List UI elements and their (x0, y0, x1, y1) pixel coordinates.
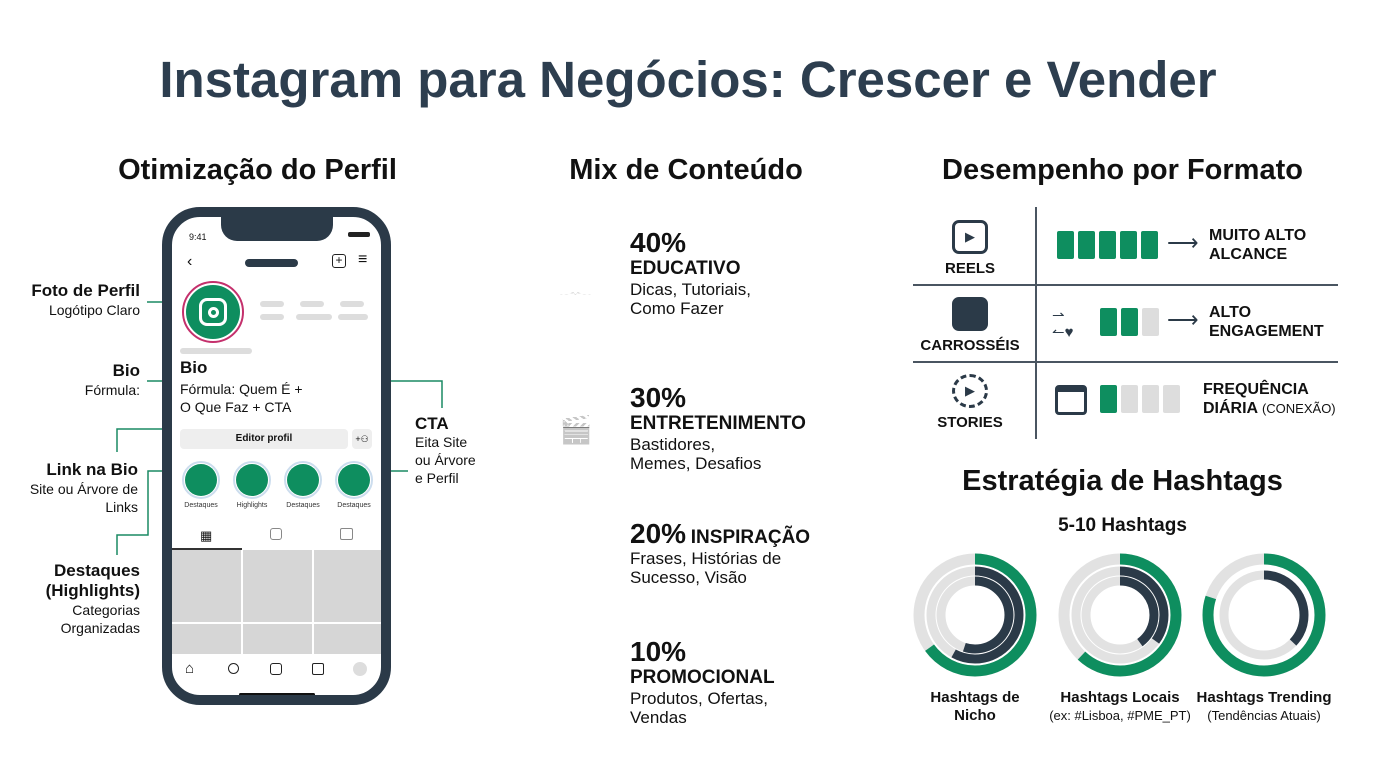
level-bars (1057, 231, 1162, 259)
level-bar (1163, 385, 1180, 413)
ring-arc (1219, 570, 1309, 660)
label-highlights: Destaques (Highlights) Categorias Organiz… (45, 561, 140, 636)
post-thumbnail[interactable] (314, 624, 381, 654)
level-bar (1099, 231, 1116, 259)
reels-icon: ▶ (952, 220, 988, 254)
phone-mockup: 9:41 ‹ + ≡ Bio Fórmula: Quem É + O Que Fa… (162, 207, 391, 705)
format-label: STORIES (937, 414, 1003, 431)
add-post-icon[interactable]: + (332, 254, 346, 268)
level-bar (1100, 385, 1117, 413)
level-bar (1078, 231, 1095, 259)
bio-title: Bio (180, 358, 208, 377)
price-tag-icon: 🏷 (537, 617, 614, 710)
mix-item: 40% EDUCATIVO Dicas, Tutoriais, Como Faze… (630, 227, 751, 319)
level-bars (1100, 385, 1184, 413)
post-thumbnail[interactable] (243, 624, 312, 654)
label-bio: Bio Fórmula: (84, 361, 140, 398)
post-thumbnail[interactable] (243, 550, 312, 622)
hashtags-heading: Estratégia de Hashtags (962, 465, 1283, 497)
ring-arc (1058, 553, 1182, 677)
status-time: 9:41 (189, 232, 207, 242)
mix-item: 30% ENTRETENIMENTO Bastidores, Memes, Des… (630, 382, 806, 474)
username-pill[interactable] (245, 259, 298, 267)
hashtags-subheading: 5-10 Hashtags (1058, 515, 1187, 536)
ring-arc (936, 576, 1014, 654)
home-indicator (239, 693, 315, 695)
highlight-circle[interactable] (233, 461, 271, 499)
level-bars (1100, 308, 1163, 336)
highlight-circle[interactable] (182, 461, 220, 499)
level-bar (1121, 385, 1138, 413)
home-icon[interactable]: ⌂ (185, 660, 195, 677)
head-idea-icon: 🧠 (537, 499, 614, 614)
label-profile-photo: Foto de Perfil Logótipo Claro (31, 281, 140, 318)
format-label: CARROSSÉIS (920, 337, 1020, 354)
connector-lines (116, 301, 443, 555)
calendar-icon (1055, 385, 1087, 415)
highlight-label: Destaques (184, 502, 218, 509)
battery-icon (348, 232, 370, 237)
format-label: REELS (944, 260, 995, 277)
clapper-face-icon: 🎬 (537, 363, 614, 496)
reels-tab-icon[interactable] (270, 528, 282, 540)
highlight-circle[interactable] (335, 461, 373, 499)
label-cta: CTA Eita Site ou Árvore e Perfil (415, 414, 476, 487)
carousel-icon (952, 297, 988, 331)
level-bar (1142, 385, 1159, 413)
page-title: Instagram para Negócios: Crescer e Vende… (159, 51, 1217, 108)
level-bar (1142, 308, 1159, 336)
grid-icon[interactable]: ▦ (200, 528, 213, 543)
ring-arc (1071, 566, 1169, 664)
book-hand-icon: 📖 (537, 208, 614, 360)
level-bar (1100, 308, 1117, 336)
post-thumbnail[interactable] (172, 624, 241, 654)
level-bar (1057, 231, 1074, 259)
profile-heading: Otimização do Perfil (118, 154, 397, 186)
bio-text: Fórmula: Quem É + O Que Faz + CTA (180, 381, 303, 415)
highlight-label: Highlights (236, 502, 268, 509)
add-person-icon[interactable]: +⚇ (352, 429, 372, 449)
hashtag-rings (913, 553, 1326, 677)
ring-arc (913, 553, 1037, 677)
performance-heading: Desempenho por Formato (942, 154, 1303, 186)
ring-arc (926, 566, 1024, 664)
performance-result: ALTO ENGAGEMENT (1209, 304, 1324, 340)
mix-heading: Mix de Conteúdo (569, 154, 803, 186)
share-like-icon: ⇀ ↼♥ (1052, 307, 1074, 341)
ring-arc (1081, 576, 1159, 654)
search-icon[interactable] (228, 663, 239, 674)
highlight-label: Destaques (337, 502, 371, 509)
edit-profile-button[interactable]: Editor profil (180, 429, 348, 449)
mix-item: 10% PROMOCIONAL Produtos, Ofertas, Vendas (630, 636, 775, 728)
label-link-bio: Link na Bio Site ou Árvore de Links (29, 460, 138, 515)
shop-icon[interactable] (312, 663, 324, 675)
tagged-icon[interactable] (340, 528, 353, 540)
performance-result: FREQUÊNCIA DIÁRIA (CONEXÃO) (1203, 381, 1336, 417)
level-bar (1120, 231, 1137, 259)
post-thumbnail[interactable] (314, 550, 381, 622)
highlight-circle[interactable] (284, 461, 322, 499)
phone-notch (220, 217, 333, 241)
level-bar (1121, 308, 1138, 336)
hashtag-label: Hashtags Locais (ex: #Lisboa, #PME_PT) (1049, 689, 1191, 723)
level-bar (1141, 231, 1158, 259)
reels-icon[interactable] (270, 663, 282, 675)
back-icon[interactable]: ‹ (187, 253, 193, 270)
instagram-icon (199, 298, 227, 326)
ring-arc (1202, 553, 1326, 677)
post-thumbnail[interactable] (172, 550, 241, 622)
stories-icon: ▶ (952, 374, 988, 408)
hashtag-label: Hashtags Trending (Tendências Atuais) (1196, 689, 1332, 723)
mix-item: 20% INSPIRAÇÃO Frases, Histórias de Suce… (630, 518, 811, 588)
profile-icon[interactable] (353, 662, 367, 676)
menu-icon[interactable]: ≡ (358, 251, 368, 268)
arrow-right-icon: ⟶ (1167, 307, 1199, 332)
hashtag-label: Hashtags de Nicho (930, 689, 1020, 724)
arrow-right-icon: ⟶ (1167, 230, 1199, 255)
performance-result: MUITO ALTO ALCANCE (1209, 227, 1307, 263)
highlight-label: Destaques (286, 502, 320, 509)
avatar[interactable] (182, 281, 244, 343)
